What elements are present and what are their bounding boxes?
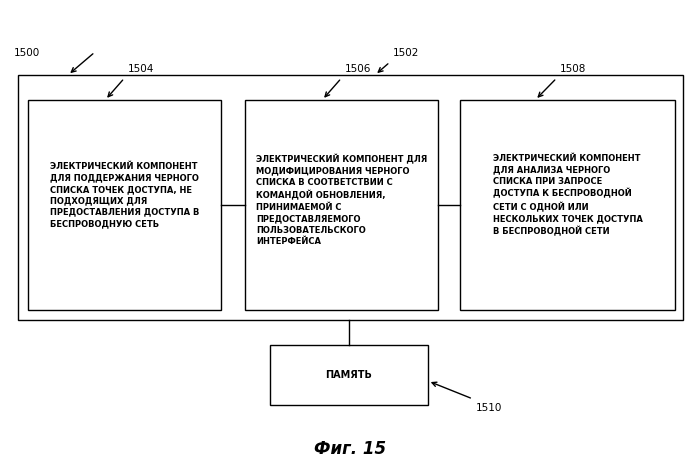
Bar [245, 100, 438, 310]
Text: 1504: 1504 [127, 64, 154, 74]
Text: Фиг. 15: Фиг. 15 [314, 440, 386, 458]
Text: ЭЛЕКТРИЧЕСКИЙ КОМПОНЕНТ ДЛЯ
МОДИФИЦИРОВАНИЯ ЧЕРНОГО
СПИСКА В СООТВЕТСТВИИ С
КОМА: ЭЛЕКТРИЧЕСКИЙ КОМПОНЕНТ ДЛЯ МОДИФИЦИРОВА… [256, 154, 427, 246]
Bar [28, 100, 221, 310]
Bar [270, 345, 428, 405]
Text: ЭЛЕКТРИЧЕСКИЙ КОМПОНЕНТ
ДЛЯ АНАЛИЗА ЧЕРНОГО
СПИСКА ПРИ ЗАПРОСЕ
ДОСТУПА К БЕСПРОВ: ЭЛЕКТРИЧЕСКИЙ КОМПОНЕНТ ДЛЯ АНАЛИЗА ЧЕРН… [493, 154, 643, 236]
Text: ЭЛЕКТРИЧЕСКИЙ КОМПОНЕНТ
ДЛЯ ПОДДЕРЖАНИЯ ЧЕРНОГО
СПИСКА ТОЧЕК ДОСТУПА, НЕ
ПОДХОДЯ: ЭЛЕКТРИЧЕСКИЙ КОМПОНЕНТ ДЛЯ ПОДДЕРЖАНИЯ … [50, 162, 199, 228]
Text: 1500: 1500 [14, 48, 41, 58]
Text: 1506: 1506 [344, 64, 371, 74]
Text: 1502: 1502 [393, 48, 419, 58]
Text: 1508: 1508 [560, 64, 586, 74]
Bar [460, 100, 675, 310]
Text: 1510: 1510 [476, 403, 503, 413]
Bar [18, 75, 683, 320]
Text: ПАМЯТЬ: ПАМЯТЬ [326, 370, 372, 380]
